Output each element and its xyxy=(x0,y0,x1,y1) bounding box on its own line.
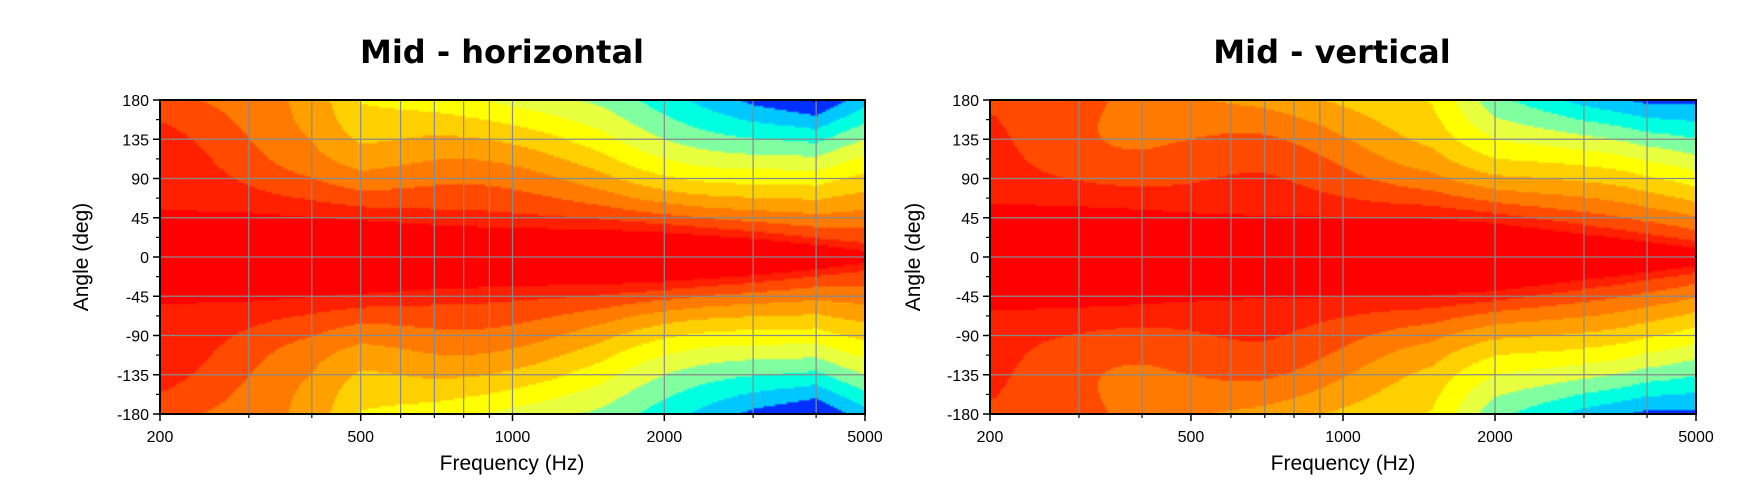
y-tick-label: -90 xyxy=(956,329,979,346)
y-tick-label: -90 xyxy=(126,329,149,346)
y-tick-label: -135 xyxy=(947,368,979,385)
y-axis: 180 135 90 45 0 -45 -90 -135 -180 xyxy=(947,93,990,424)
chart-mid-vertical: Mid - vertical 180 135 90 45 0 -45 -90 -135 -180… xyxy=(902,33,1714,475)
y-axis-label: Angle (deg) xyxy=(902,203,925,312)
y-tick-label: 90 xyxy=(961,172,979,189)
x-tick-label: 500 xyxy=(1178,429,1205,446)
x-tick-label: 500 xyxy=(347,429,374,446)
chart-title: Mid - vertical xyxy=(1213,33,1450,71)
y-tick-label: 180 xyxy=(952,93,979,110)
x-tick-label: 2000 xyxy=(1477,429,1513,446)
y-tick-label: 0 xyxy=(970,250,979,267)
y-tick-label: 135 xyxy=(952,132,979,149)
x-tick-label: 5000 xyxy=(1678,429,1714,446)
y-tick-label: -45 xyxy=(126,289,149,306)
x-tick-label: 1000 xyxy=(1325,429,1361,446)
y-tick-label: 90 xyxy=(131,172,149,189)
y-tick-label: -180 xyxy=(947,407,979,424)
x-tick-label: 2000 xyxy=(647,429,683,446)
x-axis-label: Frequency (Hz) xyxy=(1271,452,1416,475)
x-tick-label: 200 xyxy=(147,429,174,446)
x-tick-label: 200 xyxy=(977,429,1004,446)
y-tick-label: 0 xyxy=(140,250,149,267)
y-axis: 180 135 90 45 0 -45 -90 -135 -180 xyxy=(117,93,160,424)
grid-lines xyxy=(990,100,1696,414)
x-tick-label: 5000 xyxy=(847,429,883,446)
x-axis-label: Frequency (Hz) xyxy=(440,452,585,475)
y-tick-label: 135 xyxy=(122,132,149,149)
y-tick-label: 45 xyxy=(961,211,979,228)
y-tick-label: -135 xyxy=(117,368,149,385)
x-tick-label: 1000 xyxy=(495,429,531,446)
grid-lines xyxy=(160,100,865,414)
y-tick-label: -45 xyxy=(956,289,979,306)
chart-title: Mid - horizontal xyxy=(360,33,644,71)
chart-mid-horizontal: Mid - horizontal 180 135 90 45 0 -45 -90 -135 -1… xyxy=(70,33,883,475)
y-tick-label: 45 xyxy=(131,211,149,228)
x-axis: 200 500 1000 2000 5000 xyxy=(977,414,1714,446)
x-axis: 200 500 1000 2000 5000 xyxy=(147,414,883,446)
y-tick-label: -180 xyxy=(117,407,149,424)
y-axis-label: Angle (deg) xyxy=(70,203,93,312)
y-tick-label: 180 xyxy=(122,93,149,110)
